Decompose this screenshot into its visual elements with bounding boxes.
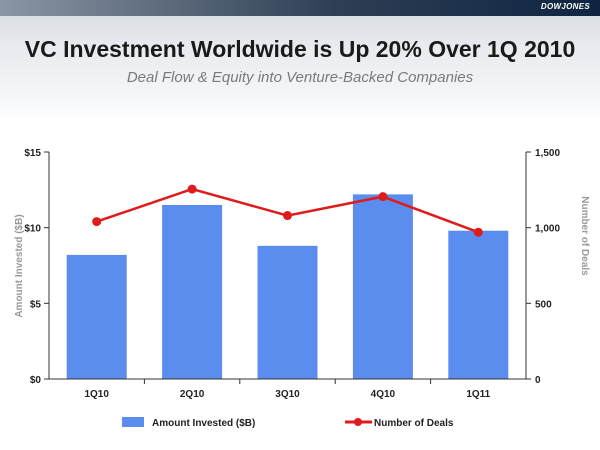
y-right-tick-label: 1,500 (535, 148, 560, 159)
y-axis-left-title: Amount Invested ($B) (14, 214, 25, 317)
x-tick-label: 4Q10 (371, 389, 396, 400)
legend-swatch-deals-marker (354, 418, 362, 426)
deals-point-1q11 (473, 227, 483, 237)
legend: Amount Invested ($B) Number of Deals (122, 417, 454, 429)
y-right-tick-label: 1,000 (535, 224, 560, 235)
legend-label-deals: Number of Deals (374, 418, 454, 429)
brand-bar: DOWJONES (0, 0, 600, 16)
bar-1q10 (66, 254, 127, 379)
y-left-tick-label: $0 (30, 375, 42, 386)
deals-line-group (92, 184, 483, 237)
bar-1q11 (448, 230, 509, 379)
y-left-tick-label: $15 (24, 148, 41, 159)
page-subtitle: Deal Flow & Equity into Venture-Backed C… (126, 69, 474, 86)
page-title: VC Investment Worldwide is Up 20% Over 1… (24, 36, 576, 62)
y-left-tick-label: $5 (30, 299, 42, 310)
y-left-tick-label: $10 (24, 224, 41, 235)
bar-2q10 (162, 204, 223, 379)
deals-point-2q10 (187, 184, 197, 194)
x-tick-label: 1Q10 (84, 389, 109, 400)
dow-jones-logo: DOWJONES (540, 2, 590, 11)
legend-swatch-amount (122, 417, 144, 427)
y-right-tick-label: 500 (535, 299, 552, 310)
ticks-group: $0 $5 $10 $15 0 500 1,000 1,500 1Q10 2Q10 3Q10 4Q10… (24, 148, 560, 400)
legend-label-amount: Amount Invested ($B) (152, 418, 255, 429)
deals-point-3q10 (283, 211, 292, 221)
deals-point-4q10 (378, 192, 388, 202)
bar-4q10 (352, 194, 413, 379)
y-right-tick-label: 0 (535, 375, 541, 386)
x-tick-label: 1Q11 (466, 389, 490, 400)
deals-point-1q10 (92, 217, 102, 227)
axes-group (44, 151, 531, 384)
deals-line (96, 187, 479, 234)
header-background (0, 0, 600, 122)
y-axis-right-title: Number of Deals (579, 196, 590, 276)
bar-3q10 (257, 245, 318, 379)
bars-group (66, 194, 509, 379)
x-tick-label: 3Q10 (275, 389, 300, 400)
x-tick-label: 2Q10 (180, 389, 205, 400)
